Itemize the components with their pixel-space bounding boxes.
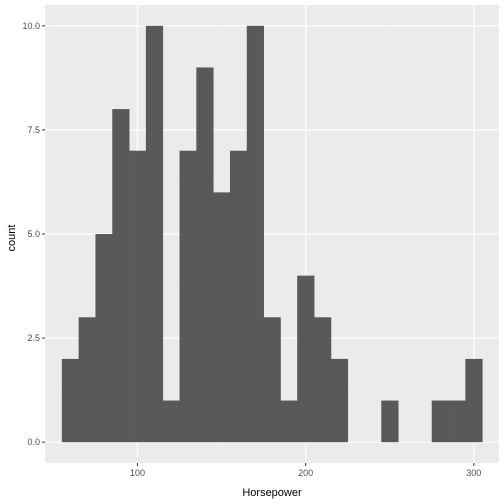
histogram-bar <box>431 400 449 443</box>
y-axis-ticks: 0.0 2.5 5.0 7.5 10.0 <box>22 21 45 447</box>
histogram-bar <box>314 317 332 443</box>
histogram-bar <box>381 400 399 443</box>
histogram-bar <box>162 400 180 443</box>
y-tick-label: 7.5 <box>27 125 40 135</box>
histogram-bars <box>61 25 483 443</box>
histogram-bar <box>61 358 80 443</box>
histogram-bar <box>297 275 315 443</box>
y-tick-label: 5.0 <box>27 229 40 239</box>
x-tick-label: 200 <box>298 468 313 478</box>
histogram-bar <box>78 317 96 443</box>
histogram-bar <box>145 25 164 443</box>
histogram-bar <box>448 400 466 443</box>
histogram-bar <box>112 109 130 443</box>
x-tick-label: 300 <box>466 468 481 478</box>
histogram-bar <box>129 150 147 443</box>
histogram-bar <box>179 150 197 443</box>
y-tick-label: 0.0 <box>27 437 40 447</box>
x-axis-ticks: 100 200 300 <box>130 463 481 478</box>
histogram-bar <box>196 67 214 443</box>
x-axis-title: Horsepower <box>242 487 302 499</box>
y-tick-label: 10.0 <box>22 21 40 31</box>
histogram-bar <box>263 317 281 443</box>
histogram-bar <box>95 234 113 443</box>
y-tick-label: 2.5 <box>27 333 40 343</box>
histogram-bar <box>246 25 264 443</box>
y-axis-title: count <box>6 225 18 252</box>
histogram-bar <box>330 358 349 443</box>
histogram-bar <box>280 400 298 443</box>
x-tick-label: 100 <box>130 468 145 478</box>
histogram-bar <box>229 150 248 443</box>
histogram-bar <box>213 192 231 443</box>
histogram-bar <box>465 358 483 443</box>
